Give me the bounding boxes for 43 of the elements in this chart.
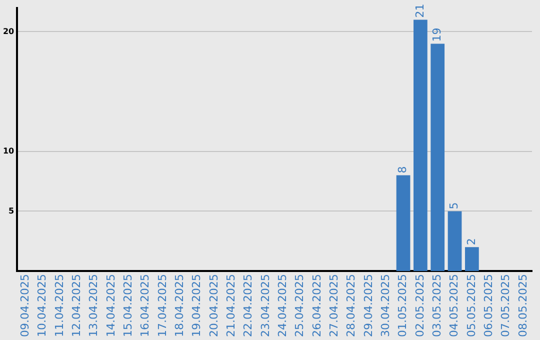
x-tick-label: 09.04.2025 bbox=[18, 274, 32, 338]
x-tick-label: 19.04.2025 bbox=[190, 274, 204, 338]
x-tick-label: 16.04.2025 bbox=[138, 274, 152, 338]
x-tick-label: 20.04.2025 bbox=[207, 274, 220, 338]
x-tick-label: 23.04.2025 bbox=[258, 274, 272, 338]
x-tick-label: 01.05.2025 bbox=[396, 274, 410, 338]
x-tick-label: 27.04.2025 bbox=[327, 274, 340, 338]
bar bbox=[465, 247, 479, 272]
x-tick-label: 13.04.2025 bbox=[87, 274, 100, 338]
x-tick-label: 15.04.2025 bbox=[122, 274, 135, 338]
x-tick-label: 17.04.2025 bbox=[156, 274, 169, 338]
x-tick-label: 26.04.2025 bbox=[310, 274, 324, 338]
x-tick-label: 03.05.2025 bbox=[430, 274, 444, 338]
x-tick-label: 22.04.2025 bbox=[242, 274, 255, 338]
x-tick-label: 18.04.2025 bbox=[173, 274, 186, 338]
bar bbox=[414, 20, 428, 272]
x-tick-label: 10.04.2025 bbox=[36, 274, 49, 338]
bar bbox=[448, 211, 462, 272]
data-label: 8 bbox=[396, 166, 410, 174]
x-tick-label: 24.04.2025 bbox=[276, 274, 290, 338]
y-tick-label: 20 bbox=[2, 26, 15, 36]
x-tick-label: 25.04.2025 bbox=[293, 274, 306, 338]
data-label: 2 bbox=[464, 238, 478, 246]
x-tick-label: 05.05.2025 bbox=[464, 274, 478, 338]
x-tick-label: 02.05.2025 bbox=[413, 274, 426, 338]
x-tick-label: 21.04.2025 bbox=[224, 274, 238, 338]
x-tick-label: 30.04.2025 bbox=[378, 274, 392, 338]
y-tick-label: 10 bbox=[2, 146, 15, 156]
x-tick-label: 04.05.2025 bbox=[448, 274, 461, 338]
data-label: 19 bbox=[430, 28, 444, 42]
data-label: 21 bbox=[413, 4, 426, 18]
bar bbox=[430, 44, 445, 272]
x-tick-label: 28.04.2025 bbox=[344, 274, 358, 338]
y-tick-label: 5 bbox=[8, 206, 15, 216]
data-label: 5 bbox=[448, 202, 461, 210]
x-tick-label: 08.05.2025 bbox=[516, 274, 530, 338]
x-tick-label: 12.04.2025 bbox=[70, 274, 84, 338]
x-tick-label: 11.04.2025 bbox=[52, 274, 66, 338]
x-tick-label: 07.05.2025 bbox=[499, 274, 512, 338]
bar bbox=[396, 175, 410, 272]
x-tick-label: 29.04.2025 bbox=[362, 274, 375, 338]
x-tick-label: 06.05.2025 bbox=[482, 274, 495, 338]
x-tick-label: 14.04.2025 bbox=[104, 274, 118, 338]
